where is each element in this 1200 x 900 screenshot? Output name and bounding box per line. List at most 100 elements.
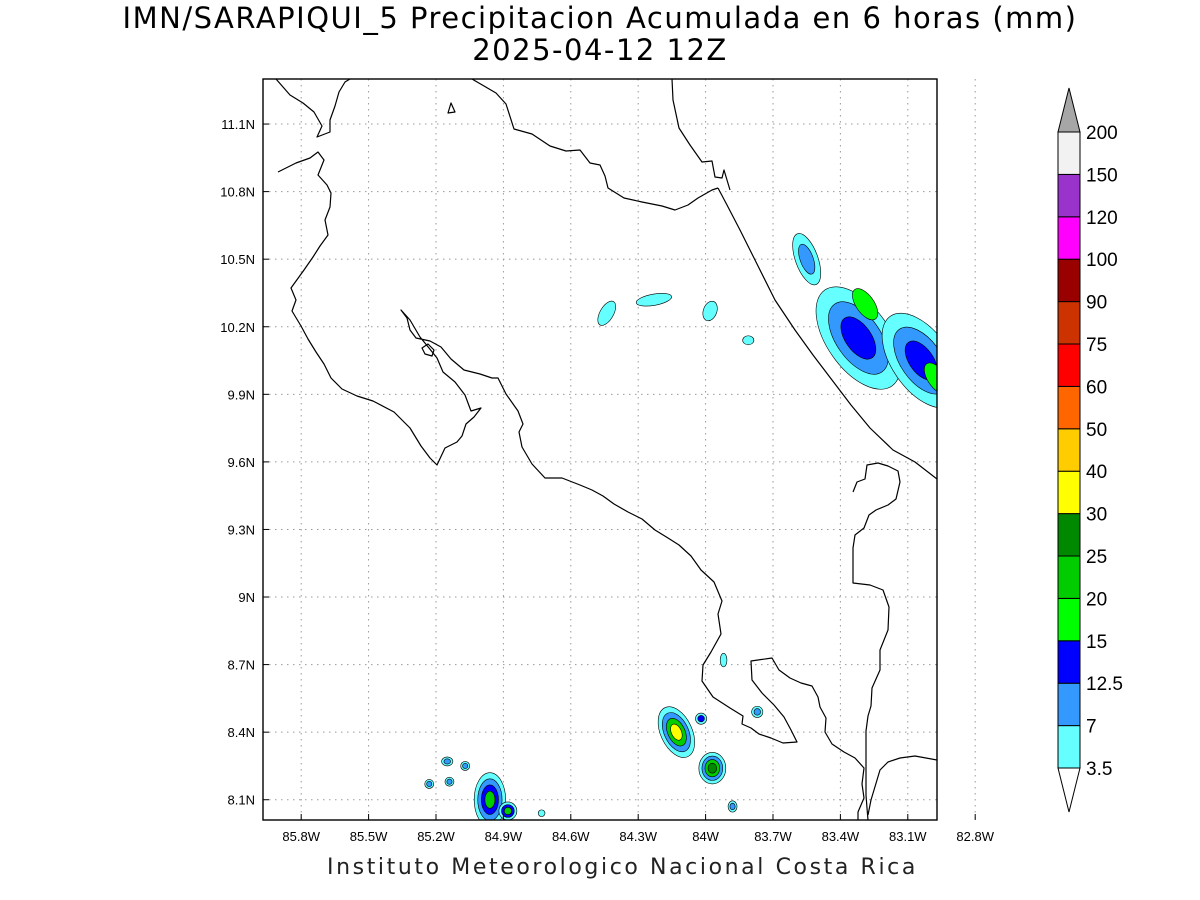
pacific-coast-nicoya bbox=[277, 151, 865, 820]
precipitation-field bbox=[424, 233, 1018, 820]
nicaragua-coast-north bbox=[275, 79, 351, 138]
precip-cell bbox=[498, 801, 518, 820]
precip-cell bbox=[424, 779, 435, 789]
colorbar-swatch bbox=[1057, 428, 1081, 472]
x-tick-label: 84.9W bbox=[485, 829, 523, 844]
colorbar-label: 120 bbox=[1086, 208, 1118, 229]
colorbar-swatch bbox=[1057, 640, 1081, 684]
colorbar-label: 200 bbox=[1086, 123, 1118, 144]
x-tick-label: 85.8W bbox=[282, 829, 320, 844]
footer-credit: Instituto Meteorologico Nacional Costa R… bbox=[327, 855, 918, 880]
precip-cell bbox=[727, 800, 738, 813]
colorbar-swatch bbox=[1057, 555, 1081, 599]
precip-contour bbox=[707, 762, 717, 774]
precip-contour bbox=[753, 708, 761, 716]
precip-cell bbox=[815, 286, 901, 390]
colorbar-swatch bbox=[1057, 385, 1081, 430]
precip-cell bbox=[702, 300, 718, 322]
nicaragua-border bbox=[471, 79, 719, 211]
colorbar-label: 40 bbox=[1086, 462, 1107, 483]
precip-cell bbox=[698, 752, 727, 785]
map-title: IMN/SARAPIQUI_5 Precipitacion Acumulada … bbox=[122, 1, 1078, 35]
colorbar-label: 12.5 bbox=[1086, 674, 1123, 695]
precip-cell bbox=[852, 288, 879, 321]
colorbar-label: 7 bbox=[1086, 717, 1097, 738]
colorbar-label: 100 bbox=[1086, 250, 1118, 271]
precip-cell bbox=[719, 653, 728, 668]
colorbar-over-triangle bbox=[1057, 87, 1081, 133]
precip-contour bbox=[798, 243, 816, 275]
y-tick-label: 10.8N bbox=[220, 185, 255, 200]
x-tick-label: 85.2W bbox=[417, 829, 455, 844]
precip-cell bbox=[973, 400, 1018, 464]
y-tick-label: 10.2N bbox=[220, 320, 255, 335]
precip-contour bbox=[484, 790, 496, 809]
colorbar-swatch bbox=[1057, 131, 1081, 175]
colorbar-swatch bbox=[1057, 597, 1081, 642]
colorbar-swatch bbox=[1057, 301, 1081, 345]
precip-contour bbox=[697, 715, 705, 723]
colorbar-swatch bbox=[1057, 513, 1081, 557]
precip-contour bbox=[742, 335, 755, 346]
y-tick-label: 9.6N bbox=[228, 455, 255, 470]
colorbar-swatch bbox=[1057, 682, 1081, 727]
precip-cell bbox=[657, 706, 695, 758]
precip-cell bbox=[441, 756, 454, 767]
map-valid-time: 2025-04-12 12Z bbox=[472, 33, 728, 67]
precip-contour bbox=[446, 778, 453, 785]
precip-cell bbox=[751, 705, 764, 718]
colorbar-swatch bbox=[1057, 725, 1081, 769]
colorbar-label: 90 bbox=[1086, 293, 1107, 314]
y-tick-label: 10.5N bbox=[220, 252, 255, 267]
colorbar-swatch bbox=[1057, 470, 1081, 515]
y-tick-label: 9.9N bbox=[228, 387, 255, 402]
y-tick-label: 8.4N bbox=[228, 725, 255, 740]
panama-border bbox=[852, 462, 901, 820]
colorbar-swatch bbox=[1057, 173, 1081, 218]
colorbar-swatch bbox=[1057, 258, 1081, 303]
precip-contour bbox=[973, 400, 1018, 464]
colorbar-swatch bbox=[1057, 216, 1081, 260]
precip-contour bbox=[840, 316, 877, 360]
precip-contour bbox=[982, 414, 1008, 451]
colorbar-label: 20 bbox=[1086, 589, 1107, 610]
colorbar-label: 150 bbox=[1086, 165, 1118, 186]
caribbean-upper-coast bbox=[671, 79, 731, 191]
colorbar-label: 30 bbox=[1086, 505, 1107, 526]
precip-contour bbox=[443, 758, 451, 765]
gulf-island bbox=[421, 343, 435, 357]
colorbar-label: 60 bbox=[1086, 377, 1107, 398]
x-tick-label: 85.5W bbox=[350, 829, 388, 844]
colorbar-swatch bbox=[1057, 343, 1081, 387]
y-tick-label: 9N bbox=[238, 590, 255, 605]
precip-contour bbox=[702, 300, 718, 322]
axis-ticks: 85.8W 85.5W 85.2W 84.9W 84.6W 84.3W 84W 83.7W 83… bbox=[220, 117, 994, 844]
lake-island bbox=[447, 102, 456, 114]
precip-cell bbox=[695, 712, 708, 725]
colorbar: 3.5 7 12.5 15 20 25 30 40 50 60 75 90 100 120 150 200 bbox=[1057, 87, 1123, 813]
precip-cell bbox=[742, 335, 755, 346]
precip-contour bbox=[729, 802, 736, 811]
caribbean-coast bbox=[717, 187, 937, 480]
precip-contour bbox=[462, 763, 469, 769]
precip-cell bbox=[473, 772, 506, 820]
precip-contour bbox=[426, 781, 433, 787]
precip-contour bbox=[719, 653, 728, 668]
precip-contour bbox=[597, 300, 616, 326]
x-tick-label: 83.7W bbox=[754, 829, 792, 844]
colorbar-label: 25 bbox=[1086, 547, 1107, 568]
x-tick-label: 84.6W bbox=[552, 829, 590, 844]
precip-cell bbox=[597, 300, 616, 326]
plot-frame bbox=[262, 78, 938, 821]
y-tick-label: 11.1N bbox=[221, 117, 255, 132]
coastlines-borders bbox=[275, 79, 937, 820]
y-tick-label: 8.7N bbox=[228, 658, 255, 673]
colorbar-under-triangle bbox=[1057, 767, 1081, 813]
precip-cell bbox=[635, 293, 672, 307]
x-tick-label: 83.1W bbox=[889, 829, 927, 844]
precip-contour bbox=[852, 288, 879, 321]
x-tick-label: 82.8W bbox=[956, 829, 994, 844]
colorbar-label: 3.5 bbox=[1086, 759, 1112, 780]
plot-background bbox=[263, 79, 937, 820]
